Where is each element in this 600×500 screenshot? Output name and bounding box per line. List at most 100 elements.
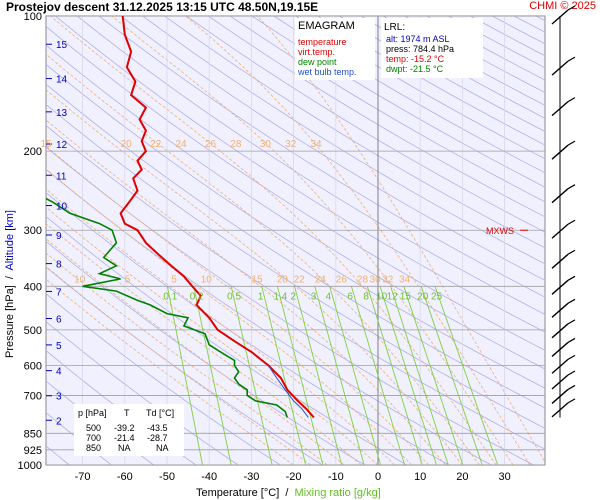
theta-label: 32	[382, 274, 394, 285]
moist-adiabat	[50, 16, 497, 465]
table-cell: 850	[86, 443, 101, 453]
temperature-tick-label: -30	[243, 471, 259, 483]
dry-adiabat	[98, 16, 545, 298]
pressure-tick-label: 925	[24, 445, 42, 457]
theta-label: 5	[171, 274, 177, 285]
mixing-ratio-label: 10	[376, 291, 388, 302]
theta-label: 10	[201, 274, 213, 285]
wind-barb-flag	[567, 354, 576, 360]
legend-item-temperature: temperature	[298, 37, 347, 47]
dry-adiabat	[207, 16, 545, 218]
dry-adiabat	[46, 103, 545, 429]
wind-barb-flag	[567, 275, 576, 281]
legend-item-virt-temp: virt.temp.	[298, 47, 335, 57]
wind-barb	[551, 341, 569, 357]
plot-area	[45, 15, 546, 466]
table-cell: NA	[118, 443, 131, 453]
dry-adiabat	[229, 16, 545, 203]
altitude-tick-label: 12	[56, 140, 68, 151]
moist-adiabat	[46, 145, 429, 465]
wind-barb	[551, 253, 569, 269]
legend-item-dew-point: dew point	[298, 57, 337, 67]
dry-adiabat	[120, 16, 545, 281]
lrl-temperature: temp: -15.2 °C	[386, 54, 445, 64]
dry-adiabat	[186, 16, 545, 233]
altitude-tick-label: 4	[56, 367, 62, 378]
altitude-tick-label: 5	[56, 341, 62, 352]
theta-label: 28	[357, 274, 369, 285]
table-cell: 700	[86, 433, 101, 443]
temperature-tick-label: -40	[201, 471, 217, 483]
dry-adiabat	[46, 63, 545, 389]
y-axis-label-altitude: Altitude [km]	[4, 210, 16, 271]
lrl-title: LRL:	[384, 22, 405, 33]
mixing-ratio-label: 1.4	[273, 291, 287, 302]
theta-label: 24	[315, 274, 327, 285]
theta-label: 30	[260, 139, 272, 150]
wind-barb-flag	[567, 249, 576, 255]
altitude-tick-label: 10	[56, 202, 68, 213]
mixing-ratio-label: 8	[363, 291, 369, 302]
altitude-tick-label: 7	[56, 287, 62, 298]
mixing-ratio-line	[366, 286, 423, 465]
altitude-tick-label: 14	[56, 75, 68, 86]
altitude-tick-label: 13	[56, 108, 68, 119]
pressure-tick-label: 850	[24, 428, 42, 440]
altitude-tick-label: 15	[56, 40, 68, 51]
theta-label: 22	[294, 274, 306, 285]
theta-label: 32	[285, 139, 297, 150]
mixing-ratio-line	[314, 286, 365, 465]
dry-adiabat	[55, 16, 545, 333]
temperature-tick-label: -70	[75, 471, 91, 483]
wind-barb-flag	[567, 5, 576, 11]
temperature-tick-label: 10	[414, 471, 426, 483]
mixing-ratio-line	[276, 286, 324, 465]
x-axis-label-mixing: Mixing ratio [g/kg]	[295, 487, 381, 499]
wind-barb	[551, 374, 569, 390]
wind-barb	[551, 223, 569, 239]
temperature-tick-label: -50	[159, 471, 175, 483]
wind-barb	[551, 388, 569, 404]
dry-adiabat	[142, 16, 545, 265]
temperature-tick-label: 0	[375, 471, 381, 483]
wind-barb-flag	[567, 219, 576, 225]
theta-label: 20	[121, 139, 133, 150]
wind-barb-flag	[567, 56, 576, 62]
wind-barb	[551, 60, 569, 76]
theta-label: 34	[310, 139, 322, 150]
y-axis-label-pressure: Pressure [hPa]	[4, 285, 16, 358]
pressure-tick-label: 1000	[18, 460, 42, 472]
mixing-ratio-label: 20	[417, 291, 429, 302]
mixing-ratio-line	[193, 286, 232, 465]
temperature-tick-label: 20	[456, 471, 468, 483]
table-cell: -39.2	[114, 423, 135, 433]
wind-barb	[551, 144, 569, 160]
mixing-ratio-label: 12	[387, 291, 399, 302]
x-axis-label-separator: /	[279, 487, 294, 499]
mixing-ratio-label: 6	[347, 291, 353, 302]
dry-adiabat	[164, 16, 545, 249]
wind-barb	[551, 402, 569, 418]
mixing-ratio-line	[294, 286, 343, 465]
credit-label: CHMI © 2025	[529, 0, 596, 12]
altitude-tick-label: 2	[56, 416, 62, 427]
wind-barb-flag	[567, 184, 576, 190]
legend-title: EMAGRAM	[298, 20, 355, 32]
wind-barb	[551, 302, 569, 318]
x-axis-label-temperature: Temperature [°C]	[196, 487, 279, 499]
wind-barb-flag	[567, 140, 576, 146]
table-cell: -21.4	[114, 433, 135, 443]
series-wet-bulb-temp	[267, 365, 309, 418]
series-temperature	[119, 16, 315, 419]
mixing-ratio-line	[166, 286, 203, 465]
table-header-p: p [hPa]	[78, 408, 107, 418]
mixing-ratio-label: 0.1	[163, 291, 177, 302]
chart-title: Prostejov descent 31.12.2025 13:15 UTC 4…	[6, 0, 319, 14]
theta-label: 10	[74, 274, 86, 285]
data-table	[74, 404, 184, 456]
y-axis-label: Pressure [hPa] / Altitude [km]	[4, 210, 16, 358]
temperature-tick-label: -60	[117, 471, 133, 483]
mxws-label: MXWS	[486, 226, 514, 236]
mixing-ratio-line	[379, 286, 437, 465]
